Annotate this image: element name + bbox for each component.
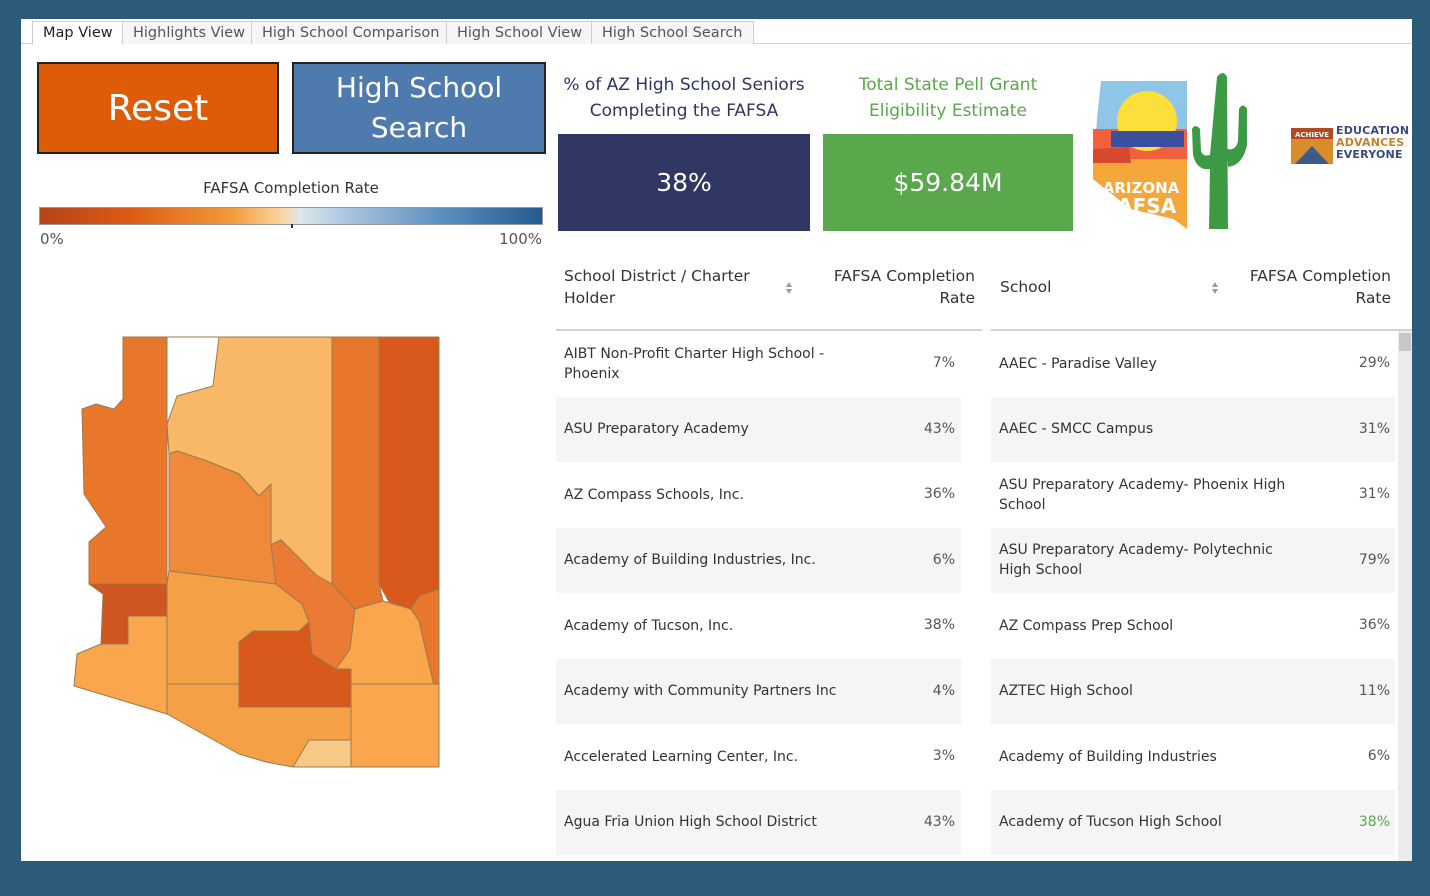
scrollbar-thumb[interactable] xyxy=(1399,333,1411,351)
fafsa-logo-line1: ARIZONA xyxy=(1103,179,1180,197)
eae-logo-word-education: EDUCATION xyxy=(1336,124,1410,137)
tab-map-view[interactable]: Map View xyxy=(32,21,124,45)
fafsa-logo-line3: CHALLENGE xyxy=(1117,216,1165,225)
table-row[interactable]: ASU Preparatory Academy 43% xyxy=(556,396,961,462)
county-navajo[interactable] xyxy=(331,336,384,610)
school-table-header: School FAFSA Completion Rate xyxy=(991,254,1412,331)
district-rate-cell: 38% xyxy=(923,617,955,633)
dashboard-frame: Map View Highlights View High School Com… xyxy=(21,19,1412,861)
district-rate-cell: 3% xyxy=(932,748,955,764)
district-table-header: School District / Charter Holder FAFSA C… xyxy=(556,254,982,331)
eae-logo-word-advances: ADVANCES xyxy=(1336,136,1405,149)
district-name-cell: Academy of Building Industries, Inc. xyxy=(564,552,816,569)
school-name-cell: ASU Preparatory Academy- Phoenix High Sc… xyxy=(999,476,1286,513)
tab-high-school-view[interactable]: High School View xyxy=(446,21,594,44)
school-name-cell: ASU Preparatory Academy- Polytechnic Hig… xyxy=(999,542,1273,579)
table-row[interactable]: ASU Preparatory Academy- Polytechnic Hig… xyxy=(991,527,1395,593)
district-rate-cell: 4% xyxy=(932,682,955,699)
county-mohave[interactable] xyxy=(81,336,168,585)
table-row[interactable]: AZ Compass Schools, Inc. 36% xyxy=(556,462,961,528)
fafsa-logo-line2: FAFSA xyxy=(1106,194,1177,218)
district-rate-cell: 43% xyxy=(923,420,955,437)
education-advances-everyone-logo: ACHIEVE EDUCATION ADVANCES EVERYONE xyxy=(1291,124,1409,168)
district-name-cell: Academy of Tucson, Inc. xyxy=(564,617,734,634)
kpi-pell-grant-value: $59.84M xyxy=(823,134,1073,231)
school-rate-cell: 36% xyxy=(1358,617,1390,633)
county-cochise[interactable] xyxy=(350,683,440,768)
table-row[interactable]: Academy of Tucson, Inc. 38% xyxy=(556,593,961,659)
school-table: School FAFSA Completion Rate AAEC - Para… xyxy=(991,254,1412,861)
school-name-cell: AZTEC High School xyxy=(999,683,1133,700)
eae-logo-word-everyone: EVERYONE xyxy=(1336,148,1403,161)
school-scrollbar[interactable] xyxy=(1398,331,1412,861)
legend-midpoint-tick xyxy=(291,224,293,228)
district-table: School District / Charter Holder FAFSA C… xyxy=(556,254,982,861)
sort-icon[interactable] xyxy=(1209,280,1221,296)
district-name-cell: Agua Fria Union High School District xyxy=(564,814,817,831)
table-row[interactable]: AIBT Non-Profit Charter High School - Ph… xyxy=(556,331,961,397)
district-name-cell: ASU Preparatory Academy xyxy=(564,421,749,438)
tab-high-school-comparison[interactable]: High School Comparison xyxy=(251,21,451,44)
color-legend-bar xyxy=(39,207,543,225)
table-row[interactable]: Academy of Building Industries 6% xyxy=(991,724,1395,790)
district-rate-cell: 7% xyxy=(932,355,955,371)
school-rate-cell: 31% xyxy=(1358,420,1390,437)
reset-button[interactable]: Reset xyxy=(37,62,279,154)
legend-title: FAFSA Completion Rate xyxy=(203,179,379,197)
table-row[interactable]: Academy with Community Partners Inc 4% xyxy=(556,658,961,724)
table-row[interactable]: ASU Preparatory Academy- Phoenix High Sc… xyxy=(991,462,1395,528)
table-row[interactable]: Agua Fria Union High School District 43% xyxy=(556,789,961,855)
district-name-cell: AIBT Non-Profit Charter High School - Ph… xyxy=(564,345,825,382)
legend-min-label: 0% xyxy=(40,230,64,248)
arizona-fafsa-challenge-logo: ARIZONA FAFSA CHALLENGE xyxy=(1093,73,1247,229)
county-apache[interactable] xyxy=(378,336,440,610)
district-rate-cell: 36% xyxy=(923,486,955,502)
achieve-az-icon: ACHIEVE xyxy=(1291,128,1333,164)
eae-logo-badge: ACHIEVE xyxy=(1295,131,1329,139)
school-name-cell: AAEC - Paradise Valley xyxy=(999,355,1157,372)
high-school-search-button[interactable]: High School Search xyxy=(292,62,546,154)
district-name-cell: Academy with Community Partners Inc xyxy=(564,683,837,700)
school-name-cell: Academy of Tucson High School xyxy=(999,814,1222,831)
sort-icon[interactable] xyxy=(783,280,795,296)
table-row[interactable]: AAEC - Paradise Valley 29% xyxy=(991,331,1395,397)
table-row[interactable]: Academy of Tucson High School 38% xyxy=(991,789,1395,855)
school-rate-cell: 11% xyxy=(1358,682,1390,699)
county-greenlee[interactable] xyxy=(410,588,440,708)
school-rate-cell: 6% xyxy=(1367,748,1390,764)
kpi-fafsa-completion-value: 38% xyxy=(558,134,810,231)
table-row[interactable]: Accelerated Learning Center, Inc. 3% xyxy=(556,724,961,790)
district-rate-cell: 43% xyxy=(923,813,955,830)
tab-highlights-view[interactable]: Highlights View xyxy=(122,21,257,44)
table-row[interactable]: AZTEC High School 11% xyxy=(991,658,1395,724)
kpi-pell-grant-label: Total State Pell Grant Eligibility Estim… xyxy=(858,75,1038,121)
district-name-cell: AZ Compass Schools, Inc. xyxy=(564,486,744,503)
school-rate-cell: 29% xyxy=(1358,355,1390,371)
district-name-cell: Accelerated Learning Center, Inc. xyxy=(564,748,799,765)
school-col-name-header[interactable]: School xyxy=(1000,278,1052,296)
table-row[interactable]: Academy of Building Industries, Inc. 6% xyxy=(556,527,961,593)
table-row[interactable]: AZ Compass Prep School 36% xyxy=(991,593,1395,659)
kpi-fafsa-completion-label: % of AZ High School Seniors Completing t… xyxy=(563,75,805,121)
arizona-county-map xyxy=(73,336,440,768)
tab-high-school-search[interactable]: High School Search xyxy=(591,21,754,44)
school-rate-cell: 79% xyxy=(1358,551,1390,568)
table-row[interactable]: AAEC - SMCC Campus 31% xyxy=(991,396,1395,462)
school-col-rate-header[interactable]: FAFSA Completion Rate xyxy=(1249,267,1391,307)
school-rate-cell: 38% xyxy=(1358,813,1390,830)
school-name-cell: AZ Compass Prep School xyxy=(999,617,1174,634)
district-rate-cell: 6% xyxy=(932,551,955,568)
school-rate-cell: 31% xyxy=(1358,486,1390,502)
district-col-name-header[interactable]: School District / Charter Holder xyxy=(564,267,750,307)
school-name-cell: Academy of Building Industries xyxy=(999,748,1217,765)
legend-max-label: 100% xyxy=(499,230,542,248)
tab-bar: Map View Highlights View High School Com… xyxy=(21,19,1412,45)
district-col-rate-header[interactable]: FAFSA Completion Rate xyxy=(833,267,975,307)
school-name-cell: AAEC - SMCC Campus xyxy=(999,421,1154,438)
